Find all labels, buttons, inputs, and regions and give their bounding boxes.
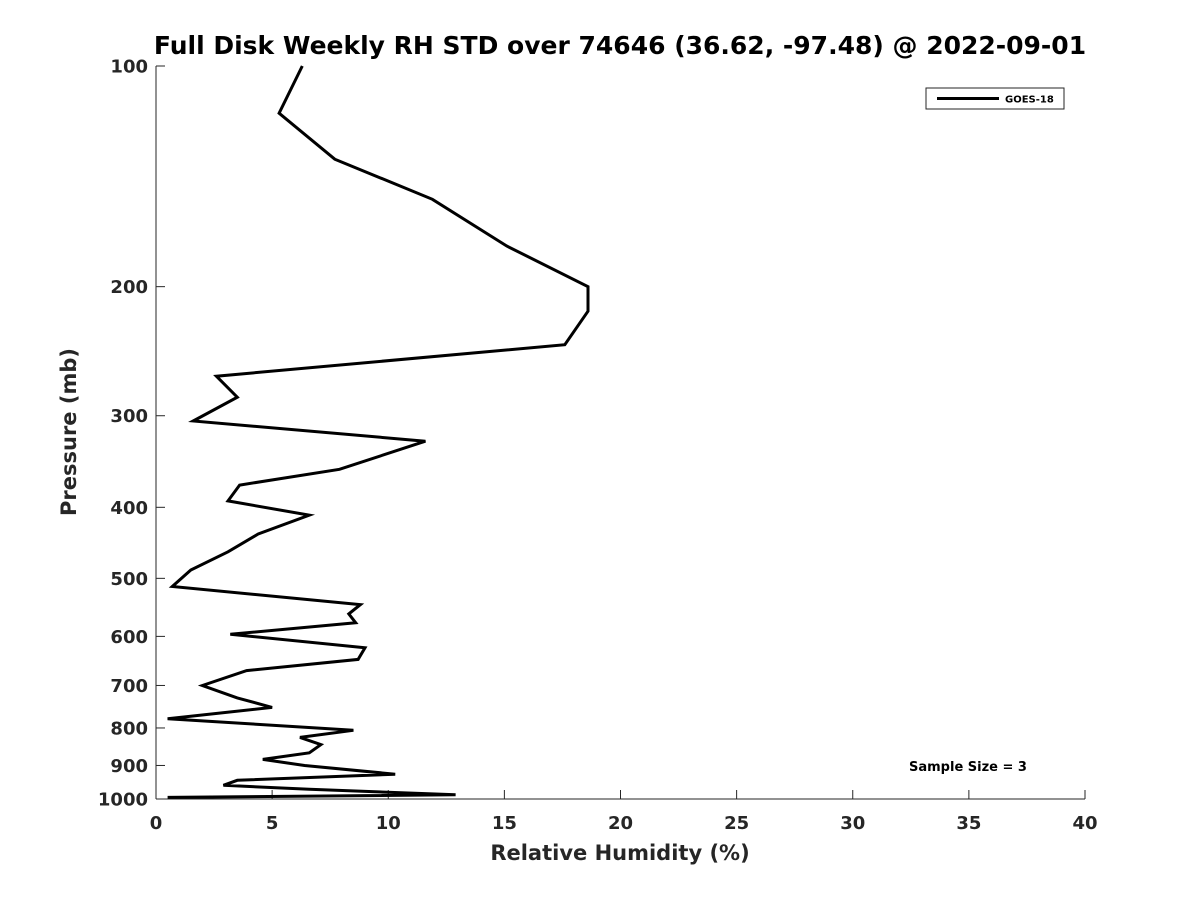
y-tick-label: 1000 [98, 790, 148, 811]
x-tick-label: 0 [150, 813, 163, 834]
y-tick-label: 200 [110, 277, 148, 298]
y-tick-label: 800 [110, 718, 148, 739]
series-line-goes-18 [167, 65, 590, 799]
x-axis-label: Relative Humidity (%) [490, 841, 749, 865]
x-tick-label: 30 [840, 813, 865, 834]
y-tick-label: 500 [110, 569, 148, 590]
x-tick-label: 35 [956, 813, 981, 834]
y-tick-label: 700 [110, 676, 148, 697]
y-tick-label: 600 [110, 627, 148, 648]
x-tick-label: 15 [492, 813, 517, 834]
y-tick-label: 900 [110, 756, 148, 777]
y-tick-label: 400 [110, 498, 148, 519]
series-group [167, 65, 590, 799]
legend-entry-label: GOES-18 [1005, 95, 1054, 106]
sample-size-annotation: Sample Size = 3 [909, 760, 1027, 775]
y-tick-label: 100 [110, 57, 148, 78]
y-axis-ticks: 100 200 300 400 500 600 700 800 900 1000 [98, 57, 165, 811]
x-axis-ticks: 0 5 10 15 20 25 30 35 40 [150, 790, 1098, 834]
legend: GOES-18 [925, 87, 1065, 110]
x-tick-label: 10 [376, 813, 401, 834]
y-axis-label: Pressure (mb) [57, 348, 81, 516]
x-tick-label: 25 [724, 813, 749, 834]
x-tick-label: 5 [266, 813, 279, 834]
x-tick-label: 20 [608, 813, 633, 834]
axes-group [155, 66, 1085, 800]
chart-title: Full Disk Weekly RH STD over 74646 (36.6… [154, 31, 1086, 60]
x-tick-label: 40 [1072, 813, 1097, 834]
y-tick-label: 300 [110, 406, 148, 427]
